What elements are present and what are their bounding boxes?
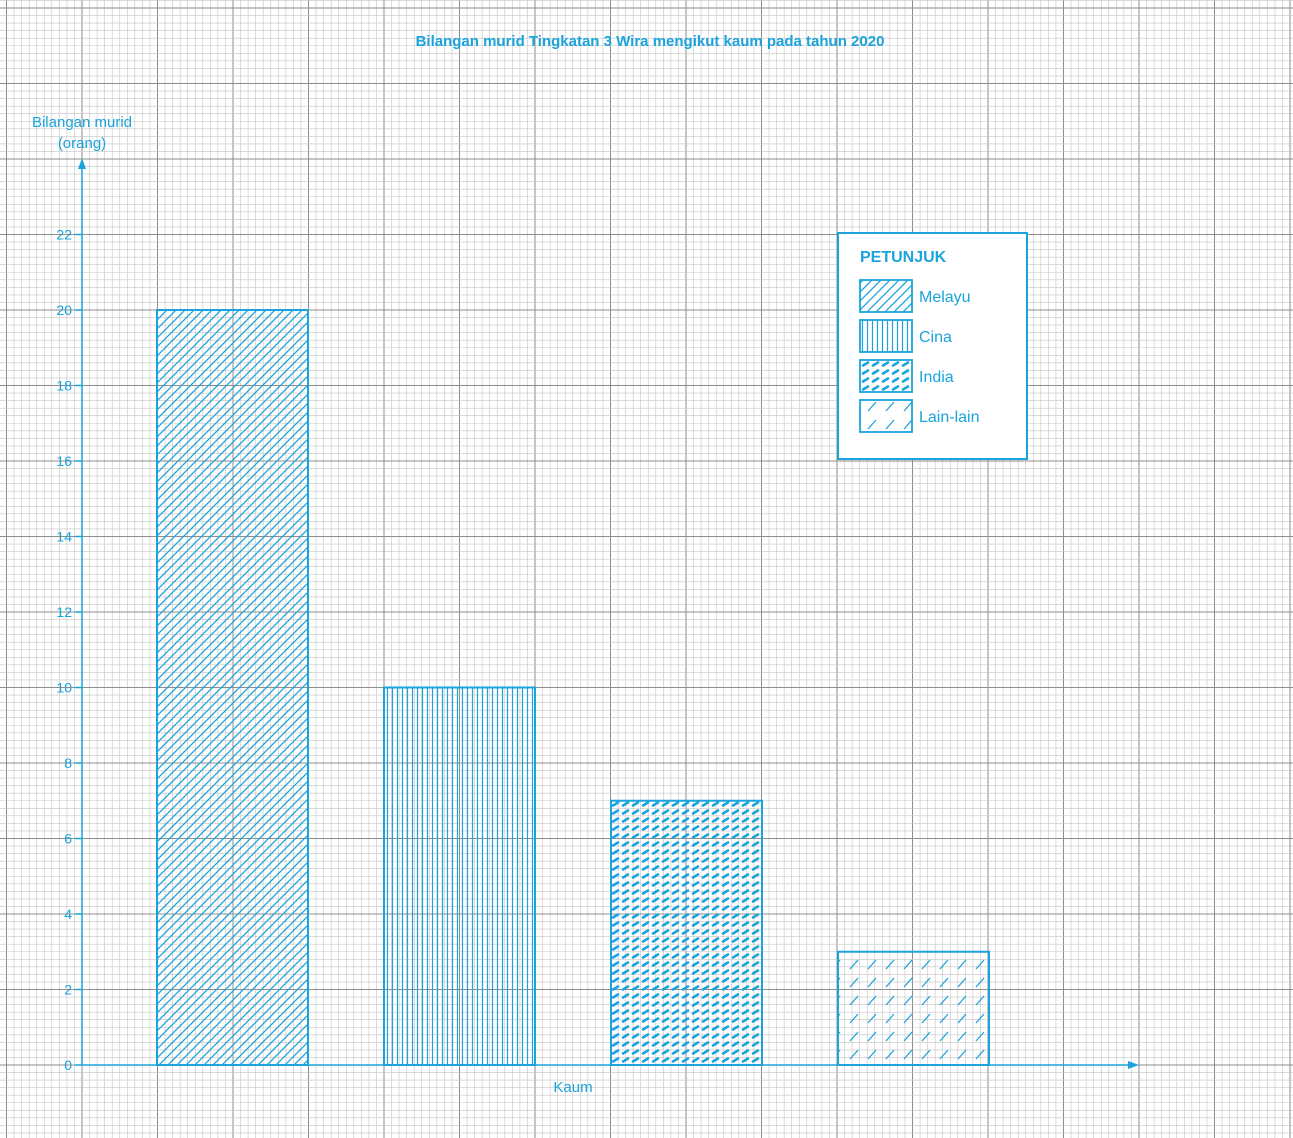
y-tick-label: 16 — [56, 453, 72, 469]
legend-label-lain-lain: Lain-lain — [919, 409, 979, 426]
x-axis-label: Kaum — [553, 1079, 592, 1096]
y-tick-label: 4 — [64, 906, 72, 922]
legend-label-melayu: Melayu — [919, 289, 971, 306]
y-tick-label: 6 — [64, 831, 72, 847]
y-tick-label: 14 — [56, 529, 72, 545]
y-tick-label: 10 — [56, 680, 72, 696]
legend-label-cina: Cina — [919, 329, 952, 346]
y-axis-label: Bilangan murid — [32, 114, 132, 131]
y-axis-unit-label: (orang) — [58, 135, 106, 152]
legend: PETUNJUK Melayu Cina India Lain-lain — [837, 232, 1028, 460]
bar-melayu — [156, 309, 309, 1066]
y-ticks: 0 2 4 6 8 10 12 14 16 18 20 22 — [56, 227, 82, 1073]
y-tick-label: 8 — [64, 755, 72, 771]
y-axis-arrow — [78, 158, 86, 169]
legend-title: PETUNJUK — [860, 249, 947, 266]
bar-lain-lain — [837, 950, 990, 1066]
legend-swatch-cina — [859, 319, 913, 353]
y-tick-label: 12 — [56, 604, 72, 620]
y-tick-label: 2 — [64, 982, 72, 998]
y-tick-label: 22 — [56, 227, 72, 243]
legend-swatch-melayu — [859, 279, 913, 313]
bars — [156, 309, 990, 1066]
bar-cina — [383, 686, 536, 1066]
y-tick-label: 0 — [64, 1057, 72, 1073]
legend-swatch-india — [859, 359, 913, 393]
chart-title: Bilangan murid Tingkatan 3 Wira mengikut… — [416, 33, 885, 50]
y-tick-label: 18 — [56, 378, 72, 394]
legend-items: Melayu Cina India Lain-lain — [859, 279, 979, 433]
legend-label-india: India — [919, 369, 954, 386]
bar-india — [610, 799, 763, 1066]
x-axis-arrow — [1128, 1061, 1139, 1069]
legend-swatch-lain-lain — [859, 399, 913, 433]
y-tick-label: 20 — [56, 302, 72, 318]
